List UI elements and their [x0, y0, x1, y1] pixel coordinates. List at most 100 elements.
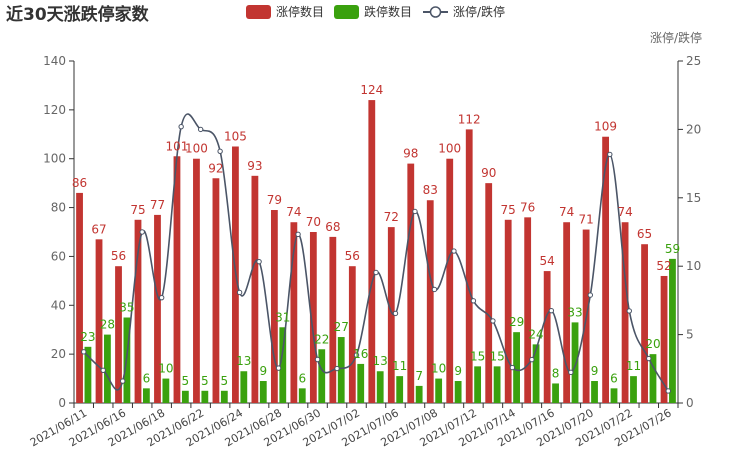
bar-down-label: 8: [552, 366, 560, 380]
ratio-point: [236, 289, 243, 296]
bar-up-label: 83: [423, 183, 438, 197]
bar-down: [298, 388, 306, 403]
ratio-point: [490, 318, 496, 324]
bar-down-label: 9: [259, 364, 267, 378]
ratio-point: [665, 388, 671, 394]
bar-up-label: 75: [501, 203, 516, 217]
bar-up: [309, 232, 317, 403]
bar-up: [290, 222, 298, 403]
bar-down: [357, 363, 365, 403]
ratio-point: [509, 364, 516, 371]
bar-down-label: 23: [80, 330, 95, 344]
bar-down-label: 24: [528, 327, 543, 341]
x-axis-tick-labels: 2021/06/112021/06/162021/06/182021/06/22…: [28, 406, 674, 449]
bar-down: [84, 346, 92, 403]
bar-up-label: 54: [540, 254, 555, 268]
ratio-point: [548, 307, 555, 314]
bar-up-label: 79: [267, 193, 282, 207]
bar-up: [446, 158, 454, 403]
bar-down-label: 6: [298, 371, 306, 385]
bar-up-label: 67: [91, 222, 106, 236]
ratio-point: [587, 292, 594, 298]
ratio-point: [392, 310, 399, 317]
legend-label-ratio[interactable]: 涨停/跌停: [453, 4, 505, 19]
bar-up-label: 56: [345, 249, 360, 263]
legend-label-down[interactable]: 跌停数目: [364, 4, 412, 19]
bar-up: [115, 266, 122, 403]
y-right-tick-label: 5: [686, 328, 694, 342]
bar-up: [660, 275, 668, 403]
bar-up: [212, 178, 220, 403]
bar-up-label: 74: [559, 205, 574, 219]
bar-up-label: 74: [286, 205, 301, 219]
bar-up: [641, 244, 648, 403]
bar-down-label: 31: [275, 310, 290, 324]
y-left-tick-label: 20: [51, 347, 66, 361]
bar-up-label: 109: [594, 120, 617, 134]
bar-down-label: 59: [665, 242, 680, 256]
bar-up: [485, 183, 493, 403]
bar-down-label: 9: [454, 364, 462, 378]
bar-up: [329, 236, 337, 403]
bar-down: [649, 354, 657, 403]
y-right-tick-label: 0: [686, 396, 694, 410]
bar-up: [524, 217, 532, 403]
bar-down-label: 11: [626, 359, 641, 373]
ratio-series-line: [83, 113, 669, 392]
bar-up-label: 70: [306, 215, 321, 229]
bar-up-label: 72: [384, 210, 399, 224]
ratio-point: [431, 286, 438, 293]
bar-down-label: 27: [334, 320, 349, 334]
legend-label-up[interactable]: 涨停数目: [276, 4, 324, 19]
bar-down: [337, 337, 345, 403]
bar-down-label: 29: [509, 315, 524, 329]
bar-down-label: 9: [591, 364, 599, 378]
chart-title: 近30天涨跌停家数: [6, 4, 150, 25]
bar-up-label: 98: [403, 147, 418, 161]
bar-up: [348, 266, 356, 403]
legend-swatch-down[interactable]: [334, 5, 359, 19]
bar-down: [474, 366, 482, 403]
bar-down-label: 16: [353, 347, 368, 361]
ratio-point: [197, 126, 204, 133]
bar-down: [415, 385, 423, 403]
bar-down: [104, 334, 111, 403]
bar-down: [513, 332, 520, 403]
bar-up-label: 86: [72, 176, 87, 190]
y-right-tick-label: 10: [686, 259, 701, 273]
legend[interactable]: 涨停数目 跌停数目 涨停/跌停: [246, 4, 505, 19]
ratio-line: [81, 113, 671, 394]
bar-up: [621, 222, 629, 403]
bar-up: [270, 210, 278, 403]
bar-up: [543, 271, 551, 403]
bar-down: [259, 381, 267, 403]
bar-up: [407, 163, 415, 403]
bar-down-label: 5: [201, 374, 209, 388]
bar-up-label: 56: [111, 249, 126, 263]
bar-down-label: 5: [182, 374, 190, 388]
bar-up-label: 101: [166, 139, 189, 153]
bar-down-label: 15: [470, 349, 485, 363]
y-left-tick-label: 40: [51, 298, 66, 312]
bar-down: [201, 390, 209, 403]
bar-down-label: 10: [158, 362, 173, 376]
bar-down: [454, 381, 462, 403]
ratio-point: [275, 365, 282, 371]
ratio-point: [81, 349, 87, 355]
bar-up-label: 92: [208, 161, 223, 175]
bar-up-label: 100: [438, 142, 461, 156]
legend-swatch-up[interactable]: [246, 5, 271, 19]
legend-swatch-ratio-marker[interactable]: [429, 6, 442, 18]
bars: [76, 100, 676, 403]
bar-down: [591, 381, 598, 403]
bar-up: [134, 219, 142, 403]
ratio-point: [295, 231, 301, 238]
bar-up-label: 71: [578, 213, 593, 227]
ratio-point: [412, 208, 418, 215]
y-left-tick-label: 100: [43, 152, 66, 166]
bar-up-label: 112: [458, 112, 481, 126]
bar-up: [173, 156, 181, 403]
ratio-point: [256, 258, 262, 265]
bar-up-label: 74: [617, 205, 632, 219]
